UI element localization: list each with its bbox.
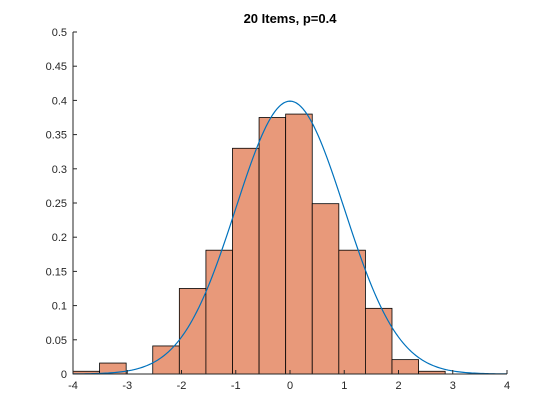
x-tick-label-8: 4 xyxy=(504,380,510,392)
axes: -4 -3 -2 -1 0 1 2 3 4 0 0.05 0.1 0.15 0.2 0.25 0.3 0.35 0… xyxy=(46,27,510,392)
x-tick-label-2: -2 xyxy=(177,380,187,392)
x-tick-label-7: 3 xyxy=(450,380,456,392)
y-tick-label-7: 0.35 xyxy=(46,130,67,142)
histogram-bar-5 xyxy=(205,249,233,375)
histogram-bar-9 xyxy=(311,203,340,375)
histogram-bar-10 xyxy=(338,249,366,375)
histogram-bar-6 xyxy=(232,147,260,375)
y-tick-label-5: 0.25 xyxy=(46,198,67,210)
y-tick-label-8: 0.4 xyxy=(52,95,67,107)
y-tick-label-4: 0.2 xyxy=(52,232,67,244)
y-tick-label-9: 0.45 xyxy=(46,61,67,73)
y-tick-label-0: 0 xyxy=(61,369,67,381)
y-tick-label-6: 0.3 xyxy=(52,164,67,176)
x-tick-label-3: -1 xyxy=(231,380,241,392)
x-tick-label-1: -3 xyxy=(122,380,132,392)
histogram-bar-8 xyxy=(285,113,313,375)
histogram-bar-12 xyxy=(391,359,419,375)
x-tick-label-4: 0 xyxy=(287,380,293,392)
y-tick-label-3: 0.15 xyxy=(46,266,67,278)
y-tick-label-1: 0.05 xyxy=(46,335,67,347)
histogram-bar-7 xyxy=(258,117,287,375)
x-tick-label-6: 2 xyxy=(395,380,401,392)
x-tick-label-0: -4 xyxy=(68,380,78,392)
x-tick-label-5: 1 xyxy=(341,380,347,392)
y-tick-label-2: 0.1 xyxy=(52,301,67,313)
histogram-bar-11 xyxy=(365,307,393,375)
y-tick-label-10: 0.5 xyxy=(52,27,67,39)
chart-title: 20 Items, p=0.4 xyxy=(244,11,338,26)
normal-density-curve xyxy=(72,100,508,375)
histogram-bars xyxy=(72,113,446,375)
